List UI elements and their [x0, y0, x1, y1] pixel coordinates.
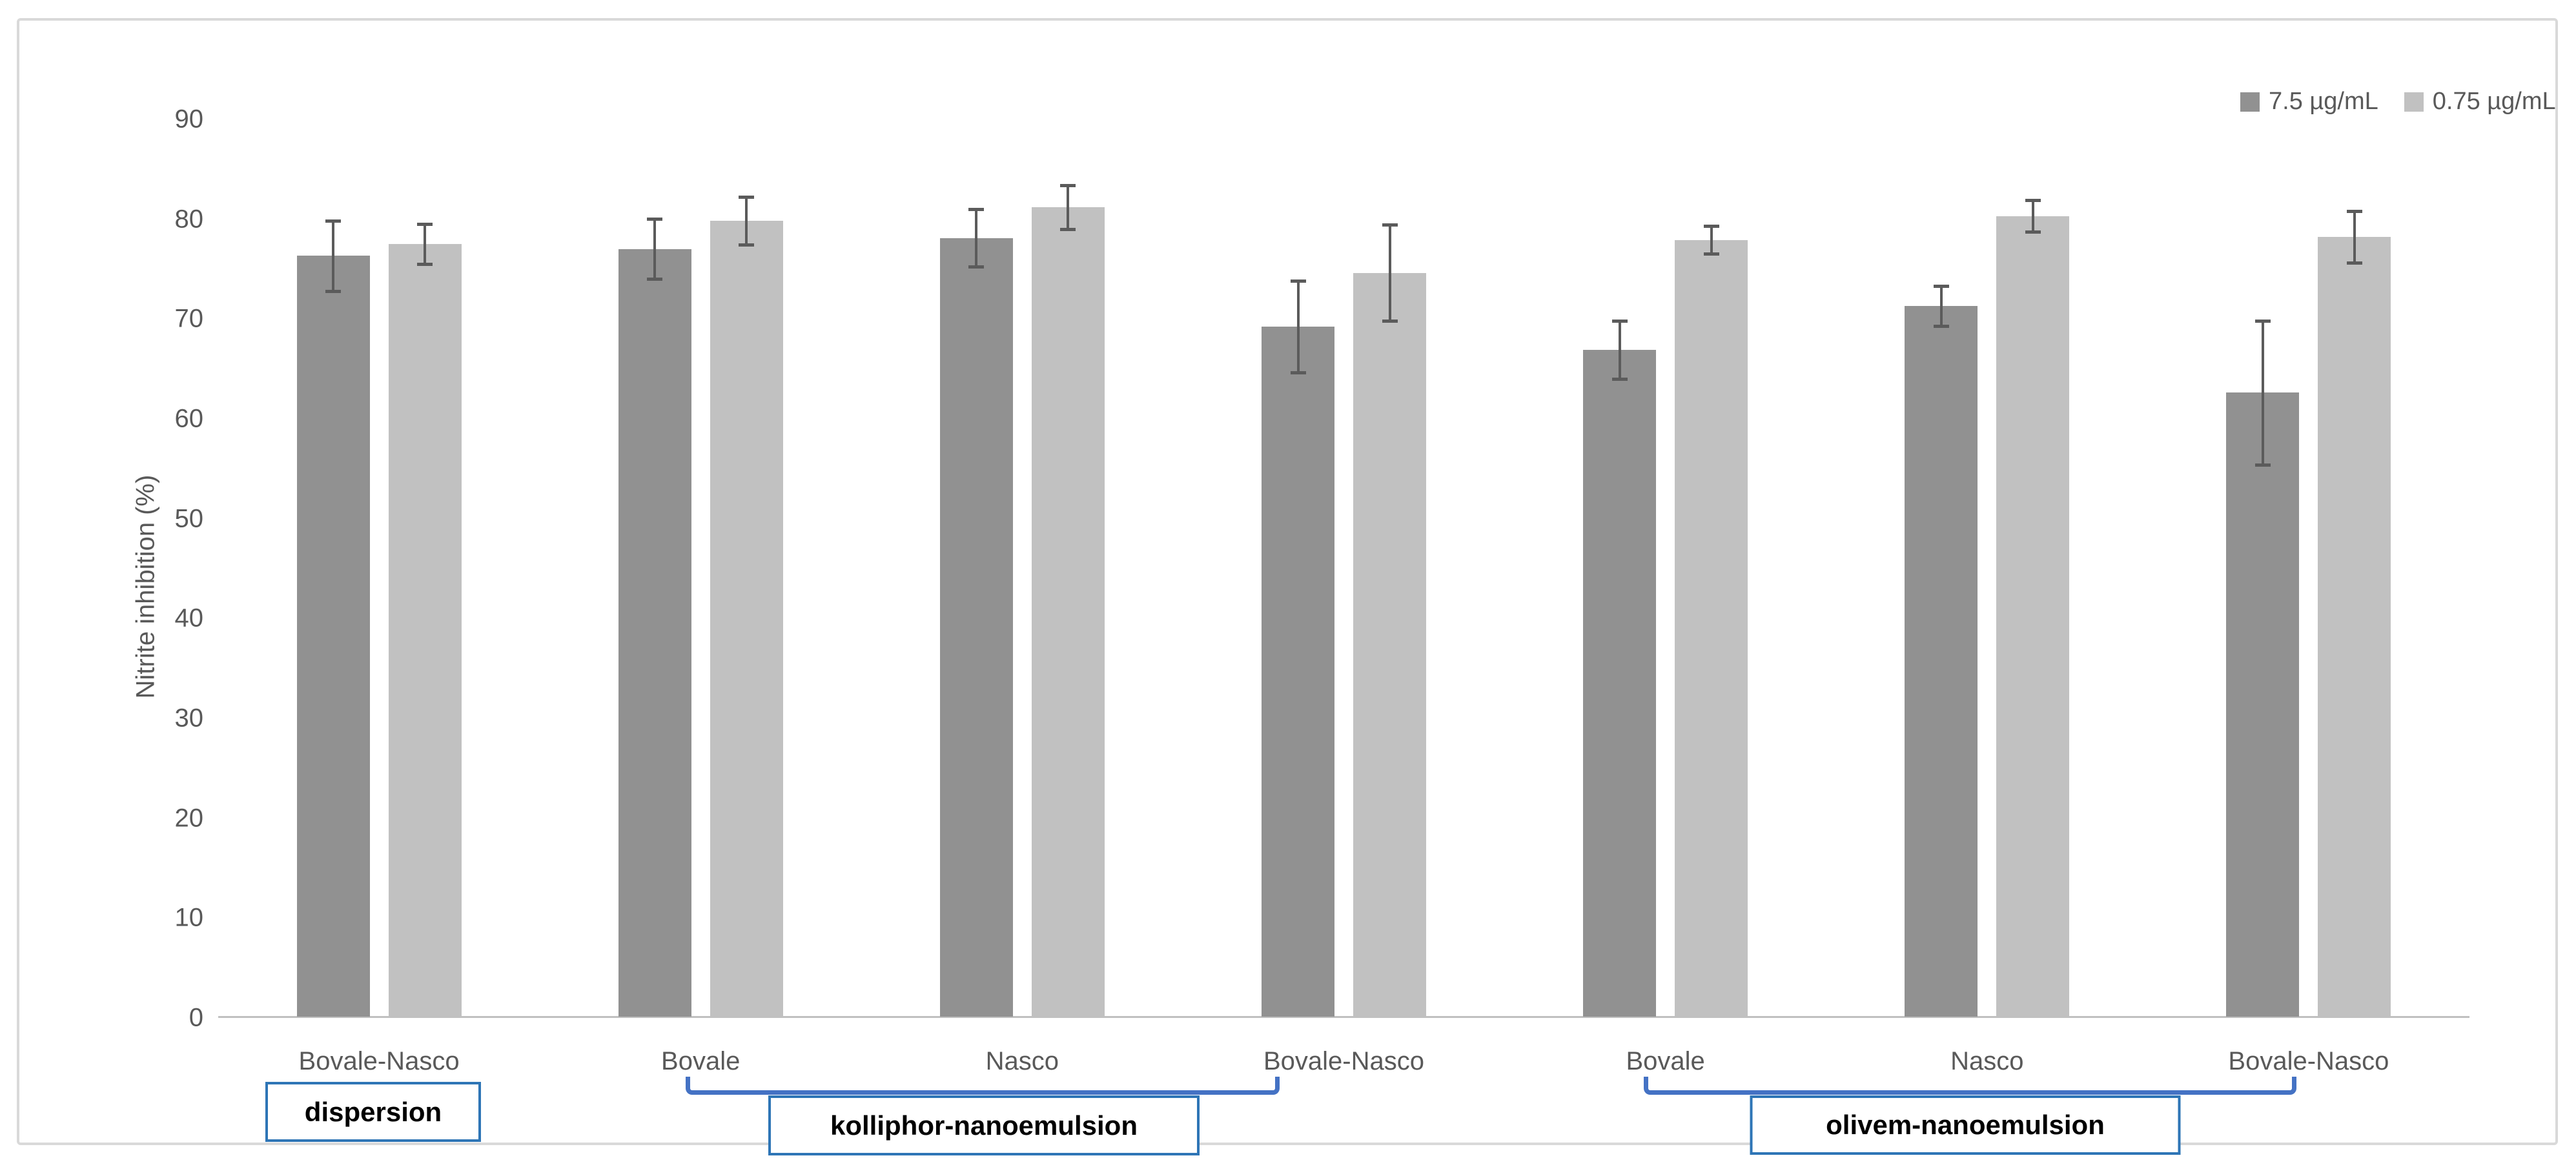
error-bar-cap: [417, 262, 433, 266]
error-bar-cap: [1290, 280, 1306, 283]
bar-light: [1353, 272, 1426, 1017]
error-bar-cap: [647, 218, 663, 221]
legend-label: 0.75 µg/mL: [2432, 88, 2556, 115]
bar-light: [2318, 237, 2391, 1017]
y-tick-label: 50: [174, 504, 204, 533]
error-bar-cap: [2254, 319, 2271, 323]
category-label: Bovale-Nasco: [298, 1047, 460, 1075]
legend-swatch-icon: [2404, 92, 2424, 112]
error-bar-cap: [2025, 230, 2041, 234]
error-bar-cap: [1933, 284, 1949, 288]
error-bar: [2031, 199, 2034, 232]
bar-dark: [1583, 349, 1657, 1017]
category-label: Bovale: [1626, 1047, 1705, 1075]
bar-light: [710, 221, 783, 1017]
error-bar-cap: [1060, 183, 1076, 187]
bar-light: [1675, 239, 1748, 1017]
bar-dark: [296, 256, 370, 1017]
bar-dark: [618, 249, 691, 1017]
error-bar-cap: [1382, 223, 1398, 227]
legend-item-0: 7.5 µg/mL: [2240, 88, 2378, 116]
category-label: Nasco: [985, 1047, 1059, 1075]
error-bar-cap: [739, 196, 755, 199]
legend: 7.5 µg/mL 0.75 µg/mL: [2240, 88, 2556, 116]
error-bar-cap: [1703, 252, 1719, 256]
y-tick-label: 0: [189, 1003, 203, 1032]
error-bar-cap: [325, 289, 342, 293]
group-box: olivem-nanoemulsion: [1750, 1095, 2181, 1155]
category-label: Bovale-Nasco: [1263, 1047, 1425, 1075]
error-bar-cap: [1290, 371, 1306, 375]
error-bar: [1388, 225, 1391, 321]
error-bar-cap: [2346, 209, 2362, 213]
error-bar: [2353, 210, 2356, 263]
category-label: Bovale: [661, 1047, 741, 1075]
bar-dark: [1262, 327, 1334, 1017]
error-bar-cap: [2025, 198, 2041, 202]
error-bar: [2261, 320, 2264, 465]
error-bar-cap: [325, 219, 342, 223]
category-label: Nasco: [1950, 1047, 2024, 1075]
category-label: Bovale-Nasco: [2228, 1047, 2389, 1075]
error-bar: [1618, 320, 1621, 379]
error-bar-cap: [647, 278, 663, 281]
error-bar-cap: [1933, 324, 1949, 328]
error-bar: [745, 197, 748, 245]
error-bar: [1296, 281, 1300, 373]
bar-light: [1031, 207, 1105, 1017]
error-bar: [975, 208, 978, 267]
chart-frame: 7.5 µg/mL 0.75 µg/mL Nitrite inhibition (…: [17, 18, 2558, 1155]
bar-light: [1996, 216, 2070, 1017]
error-bar-cap: [968, 207, 985, 211]
error-bar-cap: [968, 265, 985, 269]
group-bracket: [686, 1077, 1280, 1095]
error-bar-cap: [1382, 319, 1398, 323]
group-box: dispersion: [265, 1082, 481, 1142]
y-tick-label: 20: [174, 804, 204, 833]
legend-swatch-icon: [2240, 92, 2260, 112]
y-tick-label: 10: [174, 903, 204, 932]
error-bar-cap: [417, 222, 433, 226]
bar-dark: [939, 238, 1013, 1017]
error-bar: [653, 219, 657, 279]
error-bar-cap: [1611, 319, 1628, 323]
y-tick-label: 60: [174, 404, 204, 433]
error-bar-cap: [2254, 463, 2271, 467]
y-tick-label: 80: [174, 205, 204, 234]
error-bar-cap: [739, 243, 755, 247]
bar-dark: [2226, 392, 2300, 1017]
error-bar: [1939, 285, 1943, 326]
x-axis-line: [218, 1016, 2469, 1018]
error-bar-cap: [2346, 261, 2362, 265]
group-bracket: [1644, 1077, 2296, 1095]
y-tick-label: 70: [174, 304, 204, 333]
error-bar-cap: [1611, 377, 1628, 381]
error-bar: [1067, 185, 1070, 229]
error-bar: [1710, 226, 1713, 254]
error-bar-cap: [1060, 227, 1076, 231]
y-tick-label: 90: [174, 105, 204, 134]
error-bar: [332, 221, 335, 291]
legend-item-1: 0.75 µg/mL: [2404, 88, 2556, 116]
error-bar: [424, 223, 427, 264]
bar-dark: [1905, 305, 1978, 1017]
legend-label: 7.5 µg/mL: [2269, 88, 2378, 115]
group-box: kolliphor-nanoemulsion: [768, 1095, 1200, 1155]
error-bar-cap: [1703, 225, 1719, 229]
y-tick-label: 40: [174, 604, 204, 633]
y-tick-label: 30: [174, 704, 204, 733]
bar-light: [388, 243, 462, 1017]
